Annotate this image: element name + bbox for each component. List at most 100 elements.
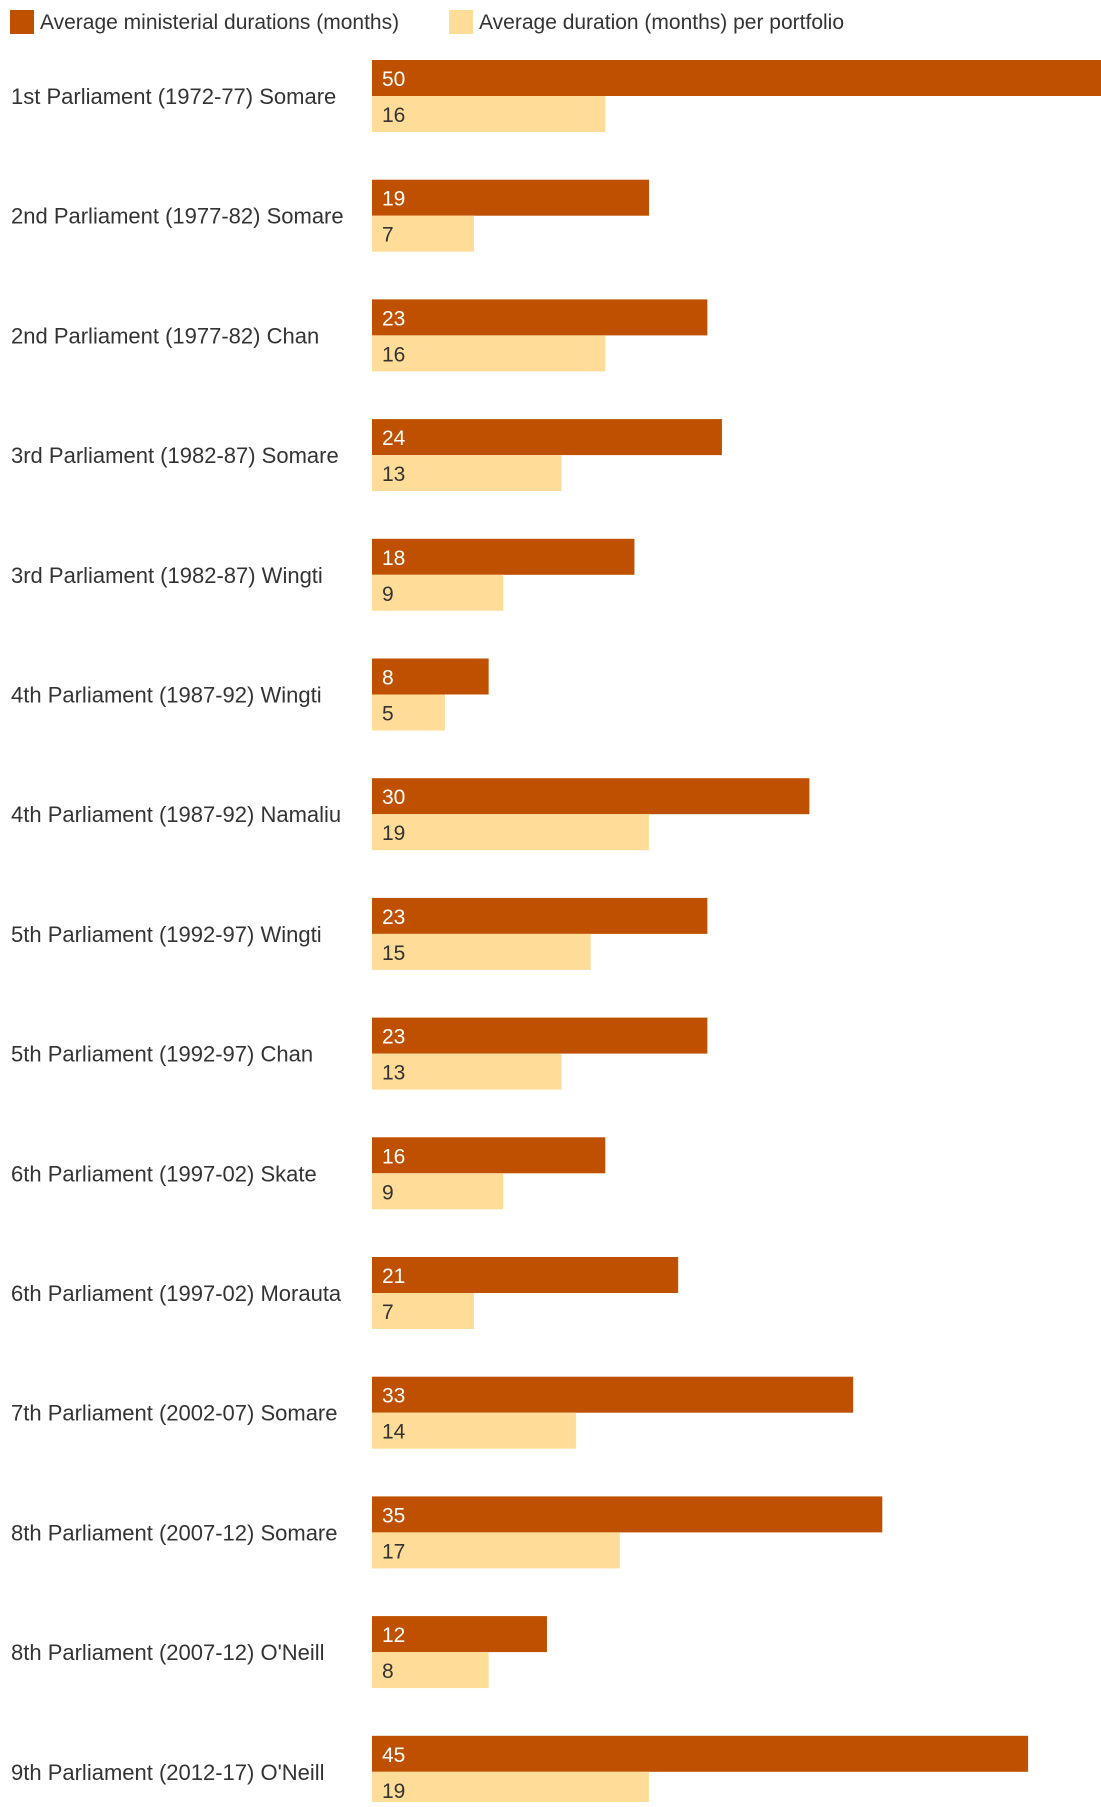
data-label-series-2: 17 <box>382 1540 405 1563</box>
data-label-series-1: 23 <box>382 1026 405 1049</box>
bar-series-2 <box>372 96 606 132</box>
bar-series-2 <box>372 1293 475 1329</box>
bar-series-1 <box>372 778 810 815</box>
bar-group: 3rd Parliament (1982-87) Wingti 18 9 <box>11 538 635 611</box>
bar-group: 8th Parliament (2007-12) Somare 35 17 <box>11 1496 883 1569</box>
bar-series-1 <box>372 1137 606 1174</box>
category-label: 8th Parliament (2007-12) Somare <box>11 1520 338 1545</box>
bar-series-2 <box>372 455 562 492</box>
data-label-series-2: 15 <box>382 942 405 965</box>
legend-item-1: Average ministerial durations (months) <box>10 10 399 34</box>
legend-swatch-1 <box>10 10 34 34</box>
bar-group: 7th Parliament (2002-07) Somare 33 14 <box>11 1376 854 1449</box>
data-label-series-2: 13 <box>382 1062 405 1085</box>
bar-series-2 <box>372 1652 489 1689</box>
bar-series-2 <box>372 335 606 372</box>
bar-series-1 <box>372 1017 708 1054</box>
data-label-series-1: 23 <box>382 307 405 330</box>
bar-series-1 <box>372 538 635 575</box>
category-label: 3rd Parliament (1982-87) Somare <box>11 443 339 468</box>
bar-group: 9th Parliament (2012-17) O'Neill 45 19 <box>11 1735 1029 1807</box>
data-label-series-1: 45 <box>382 1744 405 1767</box>
bar-group: 5th Parliament (1992-97) Chan 23 13 <box>11 1017 708 1090</box>
data-label-series-2: 16 <box>382 343 405 366</box>
legend-swatch-2 <box>449 10 474 34</box>
bar-group: 6th Parliament (1997-02) Skate 16 9 <box>11 1137 606 1210</box>
data-label-series-1: 21 <box>382 1265 405 1288</box>
data-label-series-2: 9 <box>382 1181 394 1204</box>
data-label-series-2: 19 <box>382 1780 405 1802</box>
category-label: 6th Parliament (1997-02) Morauta <box>11 1281 342 1306</box>
bar-group: 2nd Parliament (1977-82) Somare 19 7 <box>11 179 650 252</box>
data-label-series-1: 18 <box>382 547 405 570</box>
bar-group: 4th Parliament (1987-92) Namaliu 30 19 <box>11 778 810 851</box>
data-label-series-2: 19 <box>382 822 405 845</box>
data-label-series-1: 30 <box>382 786 405 809</box>
bar-series-1 <box>372 1257 679 1293</box>
data-label-series-1: 35 <box>382 1504 405 1527</box>
data-label-series-2: 5 <box>382 703 394 726</box>
data-label-series-2: 16 <box>382 104 405 127</box>
data-label-series-1: 50 <box>382 68 405 91</box>
bar-series-2 <box>372 1771 650 1807</box>
category-label: 4th Parliament (1987-92) Namaliu <box>11 802 341 827</box>
category-label: 3rd Parliament (1982-87) Wingti <box>11 563 323 588</box>
bar-series-1 <box>372 299 708 336</box>
bar-series-1 <box>372 179 650 216</box>
bar-series-1 <box>372 1616 547 1653</box>
bar-group: 4th Parliament (1987-92) Wingti 8 5 <box>11 658 489 731</box>
bar-series-2 <box>372 694 445 731</box>
data-label-series-2: 8 <box>382 1660 394 1683</box>
category-label: 2nd Parliament (1977-82) Somare <box>11 204 344 229</box>
bar-group: 5th Parliament (1992-97) Wingti 23 15 <box>11 897 708 970</box>
bar-series-2 <box>372 574 504 611</box>
bar-group: 8th Parliament (2007-12) O'Neill 12 8 <box>11 1616 547 1689</box>
category-label: 5th Parliament (1992-97) Chan <box>11 1042 313 1067</box>
bar-series-2 <box>372 814 650 851</box>
legend-label-2: Average duration (months) per portfolio <box>479 11 844 34</box>
bar-series-1 <box>372 419 722 456</box>
data-label-series-1: 8 <box>382 667 394 690</box>
category-label: 2nd Parliament (1977-82) Chan <box>11 323 319 348</box>
category-label: 8th Parliament (2007-12) O'Neill <box>11 1640 325 1665</box>
category-label: 4th Parliament (1987-92) Wingti <box>11 683 322 708</box>
bar-series-1 <box>372 658 489 695</box>
data-label-series-2: 13 <box>382 463 405 486</box>
bar-series-1 <box>372 1496 883 1533</box>
bar-series-2 <box>372 1173 504 1210</box>
bar-series-2 <box>372 933 591 970</box>
bar-series-2 <box>372 215 475 252</box>
data-label-series-1: 23 <box>382 906 405 929</box>
data-label-series-2: 7 <box>382 224 394 247</box>
category-label: 7th Parliament (2002-07) Somare <box>11 1401 338 1426</box>
bar-series-1 <box>372 60 1101 96</box>
bar-series-1 <box>372 1735 1029 1772</box>
legend-item-2: Average duration (months) per portfolio <box>449 10 844 34</box>
legend: Average ministerial durations (months) Av… <box>10 10 844 34</box>
legend-label-1: Average ministerial durations (months) <box>40 11 399 34</box>
bar-series-1 <box>372 1376 854 1413</box>
bar-series-2 <box>372 1532 620 1569</box>
data-label-series-1: 12 <box>382 1624 405 1647</box>
data-label-series-2: 9 <box>382 583 394 606</box>
data-label-series-1: 19 <box>382 188 405 211</box>
data-label-series-2: 14 <box>382 1421 406 1444</box>
data-label-series-1: 33 <box>382 1385 405 1408</box>
data-label-series-1: 16 <box>382 1145 405 1168</box>
category-label: 1st Parliament (1972-77) Somare <box>11 84 336 109</box>
category-label: 9th Parliament (2012-17) O'Neill <box>11 1760 325 1785</box>
category-label: 5th Parliament (1992-97) Wingti <box>11 922 322 947</box>
category-label: 6th Parliament (1997-02) Skate <box>11 1161 317 1186</box>
bar-group: 1st Parliament (1972-77) Somare 50 16 <box>11 60 1101 132</box>
bar-group: 6th Parliament (1997-02) Morauta 21 7 <box>11 1257 679 1329</box>
bar-group: 2nd Parliament (1977-82) Chan 23 16 <box>11 299 708 372</box>
data-label-series-2: 7 <box>382 1301 394 1324</box>
bar-series-2 <box>372 1053 562 1090</box>
bar-series-1 <box>372 897 708 934</box>
bar-series-2 <box>372 1412 577 1449</box>
data-label-series-1: 24 <box>382 427 406 450</box>
bar-group: 3rd Parliament (1982-87) Somare 24 13 <box>11 419 722 492</box>
